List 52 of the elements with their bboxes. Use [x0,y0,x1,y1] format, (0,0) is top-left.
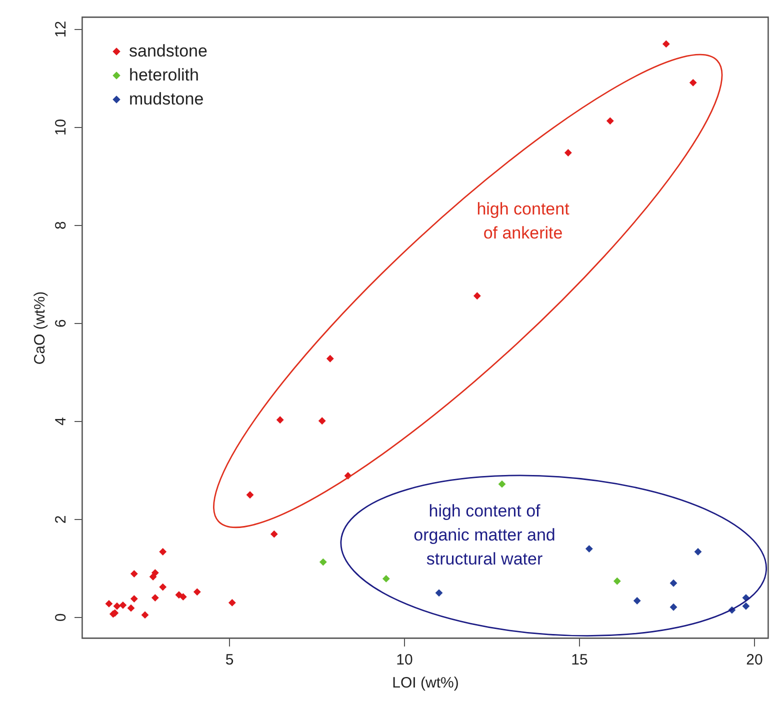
point [151,569,159,577]
x-axis-title: LOI (wt%) [392,674,459,692]
y-tick-label: 12 [52,20,70,38]
point [127,604,135,612]
point [151,594,159,602]
x-tick-label: 20 [746,652,763,668]
y-tick-label: 6 [52,319,70,328]
point [689,78,697,86]
point [159,583,167,591]
y-axis-title: CaO (wt%) [32,291,48,365]
point [159,548,167,556]
point [662,40,670,48]
point [276,416,284,424]
annotation: high content of ankerite [476,200,570,243]
point [179,593,187,601]
point [498,480,506,488]
point [742,602,750,610]
x-tick-label: 5 [225,652,234,668]
y-tick-label: 8 [52,221,70,230]
annotation: high content of organic matter and structural water [414,502,556,569]
point [473,292,481,300]
y-tick-label: 10 [52,118,70,136]
y-tick-label: 4 [52,417,70,426]
point [130,595,138,602]
point [585,545,593,553]
point [119,601,127,609]
legend-label: heterolith [129,66,199,84]
point [670,579,678,587]
point [613,577,621,585]
point [318,417,326,425]
point [319,558,327,566]
x-tick-label: 10 [396,652,413,668]
point [633,597,641,604]
point [105,600,113,608]
x-tick-label: 15 [571,652,588,668]
point [326,354,334,362]
point [113,602,121,610]
legend-label: mudstone [129,90,204,108]
point [246,491,254,499]
point [382,574,390,582]
legend-label: sandstone [129,42,208,60]
point [193,588,201,596]
point [564,149,572,156]
point [670,603,678,611]
point [130,570,138,578]
point [270,530,278,538]
point [606,117,614,125]
y-tick-label: 2 [52,515,70,524]
point [141,611,149,619]
y-tick-label: 0 [52,613,70,622]
point [435,589,443,597]
point [228,599,236,606]
